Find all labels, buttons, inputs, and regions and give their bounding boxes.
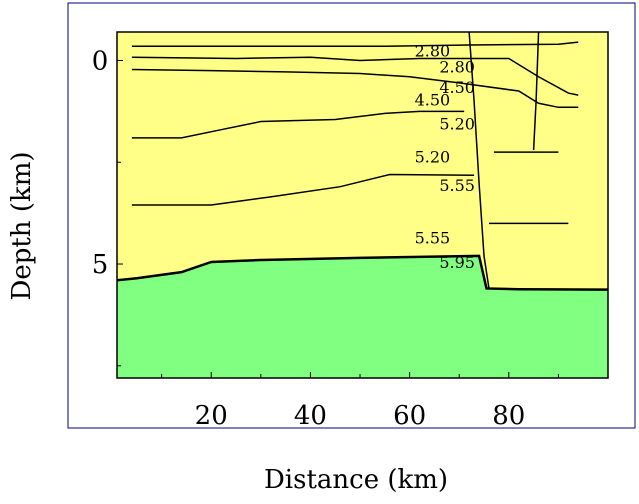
- contour-line-3: [131, 68, 579, 109]
- plot-border: [116, 31, 609, 379]
- y-axis: 05: [92, 46, 123, 367]
- lower-layer-boundary: [116, 254, 609, 291]
- contour-label: 2.80: [415, 41, 451, 60]
- y-tick-label: 5: [92, 250, 109, 280]
- contour-line-1: [131, 41, 579, 47]
- contour-line-2: [131, 56, 579, 96]
- y-axis-title: Depth (km): [7, 151, 37, 300]
- fault-line-2: [532, 31, 540, 151]
- contour-line-6: [131, 173, 475, 206]
- x-tick-label: 60: [393, 401, 426, 431]
- x-axis: 20 40 60 80: [161, 372, 559, 431]
- contour-label: 4.50: [415, 90, 451, 109]
- contour-label: 5.20: [415, 147, 451, 166]
- contour-label: 5.20: [439, 115, 475, 134]
- frame: [67, 2, 636, 429]
- contour-label: 5.95: [439, 253, 475, 272]
- y-tick-label: 0: [92, 46, 109, 76]
- fault-line-1: [468, 31, 490, 289]
- contour-line-4: [131, 110, 465, 139]
- contour-label: 2.80: [439, 58, 475, 77]
- x-tick-label: 40: [294, 401, 327, 431]
- x-tick-label: 80: [492, 401, 525, 431]
- x-tick-label: 20: [195, 401, 228, 431]
- contour-label: 5.55: [439, 176, 475, 195]
- contour-label: 5.55: [415, 229, 451, 248]
- contour-label: 4.50: [439, 78, 475, 97]
- x-axis-title: Distance (km): [264, 465, 448, 495]
- plot-area: 2.802.804.504.505.205.205.555.555.95: [116, 31, 609, 379]
